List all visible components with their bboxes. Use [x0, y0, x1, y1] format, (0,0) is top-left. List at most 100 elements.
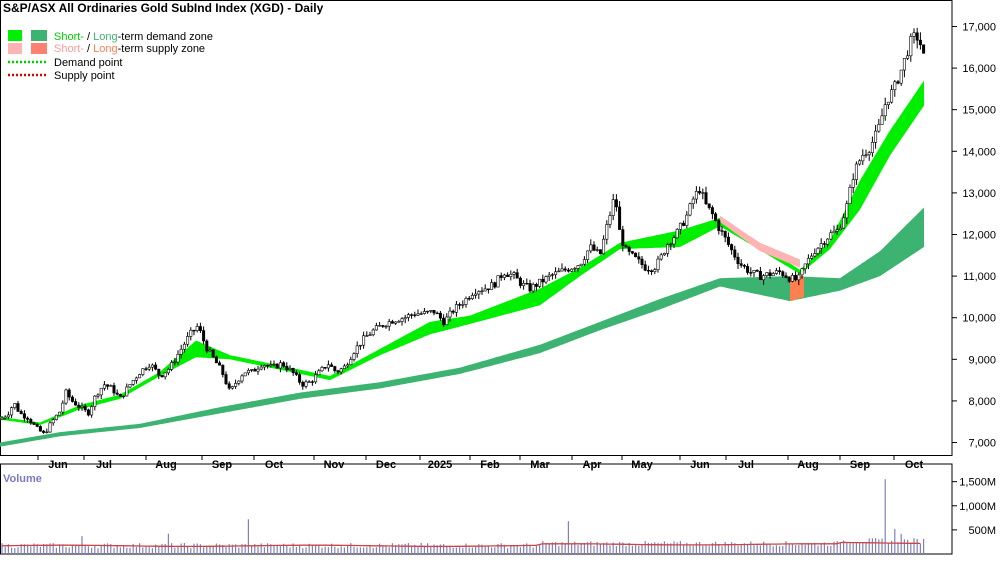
legend-demand-point-label: Demand point — [54, 57, 123, 69]
candle — [758, 266, 762, 281]
month-label: Aug — [797, 459, 818, 471]
candle-body-down — [301, 381, 305, 387]
candle — [118, 393, 122, 397]
candle — [333, 365, 337, 373]
candle-body-up — [262, 365, 266, 368]
candle-body-up — [848, 187, 852, 204]
candle-body-up — [141, 368, 145, 375]
candle — [666, 242, 670, 257]
candle-body-up — [589, 244, 593, 252]
candle-body-down — [758, 270, 762, 281]
volume-title: Volume — [3, 473, 42, 485]
candle — [166, 367, 170, 376]
candle-body-down — [723, 231, 727, 238]
candle-body-down — [86, 409, 90, 416]
candle-body-up — [0, 417, 4, 420]
candle — [589, 239, 593, 254]
candle — [378, 321, 382, 327]
candle-body-up — [570, 268, 574, 272]
candle — [125, 383, 129, 397]
candle-body-up — [806, 258, 810, 265]
candle-body-down — [621, 229, 625, 246]
candle-body-down — [432, 310, 436, 314]
candle-body-up — [810, 255, 814, 259]
candle — [630, 250, 634, 255]
candle-body-down — [67, 389, 71, 398]
candle-body-up — [170, 362, 174, 370]
candle — [662, 252, 666, 256]
candle — [509, 270, 513, 281]
candle — [915, 27, 919, 49]
candle — [320, 365, 324, 372]
candle — [800, 268, 804, 279]
candle — [602, 235, 606, 255]
candle-body-down — [710, 207, 714, 215]
candle-body-up — [240, 375, 244, 382]
candle — [637, 252, 641, 264]
candle-body-up — [826, 238, 830, 245]
candle-body-up — [387, 321, 391, 327]
candle — [160, 375, 164, 378]
candle — [182, 341, 186, 353]
candle-body-down — [390, 321, 394, 324]
candle-body-up — [774, 270, 778, 274]
candle — [883, 97, 887, 121]
candle-body-up — [694, 191, 698, 200]
candle — [474, 288, 478, 299]
candle-body-down — [618, 206, 622, 230]
candle-body-down — [506, 274, 510, 277]
candle-body-up — [422, 311, 426, 314]
candle — [109, 384, 113, 387]
candle — [128, 384, 132, 389]
candle — [506, 272, 510, 277]
candle — [275, 363, 279, 369]
legend: Short- / Long-term demand zone Short- / … — [8, 30, 213, 82]
candle-body-up — [317, 370, 321, 376]
month-label: Jun — [690, 459, 710, 471]
candle — [797, 272, 801, 286]
candle — [301, 380, 305, 390]
candle — [598, 249, 602, 255]
candle-body-down — [499, 275, 503, 278]
candle-body-down — [534, 284, 538, 287]
candle-body-up — [90, 406, 94, 416]
candle-body-down — [282, 362, 286, 367]
candle-body-up — [134, 377, 138, 381]
candle-body-up — [829, 232, 833, 240]
candle — [656, 255, 660, 273]
candle-body-down — [486, 288, 490, 290]
candle — [38, 425, 42, 432]
candle — [854, 161, 858, 185]
candle — [707, 203, 711, 210]
candle — [496, 275, 500, 288]
candle — [6, 411, 10, 420]
candle-body-up — [64, 389, 68, 404]
candle-body-up — [688, 203, 692, 216]
candle — [710, 205, 714, 220]
candle — [573, 266, 577, 272]
candle-body-down — [493, 282, 497, 288]
candle — [912, 28, 916, 44]
candle — [221, 364, 225, 378]
candle — [544, 275, 548, 284]
candle-body-up — [128, 384, 132, 388]
candle — [586, 250, 590, 264]
candle-body-up — [771, 273, 775, 276]
candle — [739, 259, 743, 268]
candle — [115, 389, 119, 396]
candle — [790, 272, 794, 283]
candle-body-up — [93, 395, 97, 407]
price-y-tick-label: 9,000 — [968, 354, 996, 366]
candle — [90, 404, 94, 418]
price-y-tick-label: 10,000 — [962, 313, 996, 325]
candle-body-up — [496, 275, 500, 288]
candle-body-up — [426, 310, 430, 313]
candle-body-up — [326, 364, 330, 369]
candle — [106, 384, 110, 390]
candle-body-up — [870, 142, 874, 154]
candle — [704, 186, 708, 205]
candle-body-up — [851, 179, 855, 188]
candle — [419, 311, 423, 315]
candle — [202, 326, 206, 345]
